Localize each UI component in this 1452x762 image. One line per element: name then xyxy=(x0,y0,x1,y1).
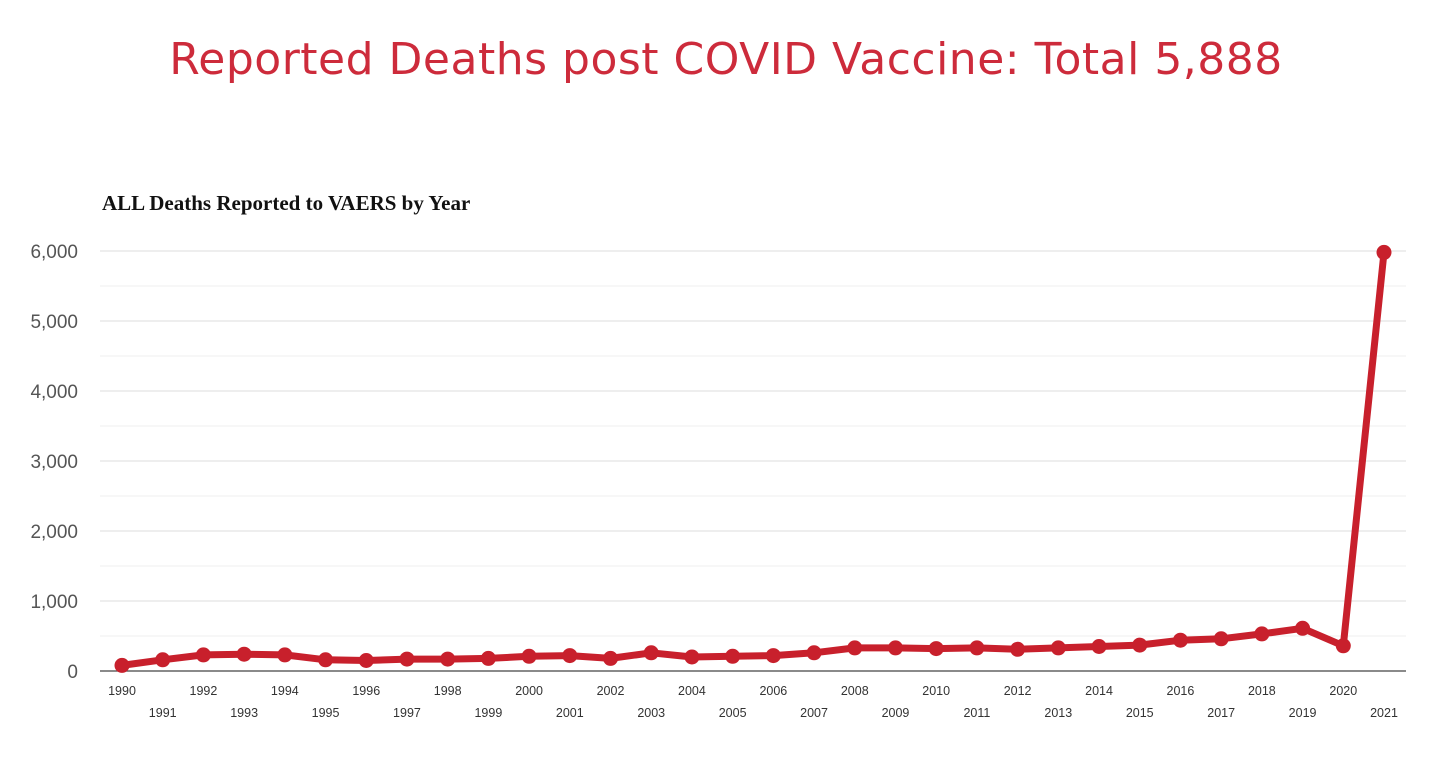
x-tick-label: 1997 xyxy=(393,706,421,720)
x-tick-label: 2016 xyxy=(1167,684,1195,698)
y-tick-label: 1,000 xyxy=(30,592,78,613)
x-tick-label: 2002 xyxy=(597,684,625,698)
y-tick-label: 2,000 xyxy=(30,522,78,543)
data-point[interactable] xyxy=(1213,631,1229,647)
data-point[interactable] xyxy=(1172,632,1188,648)
data-point[interactable] xyxy=(155,652,171,668)
x-tick-label: 2005 xyxy=(719,706,747,720)
data-point[interactable] xyxy=(1091,639,1107,654)
data-point[interactable] xyxy=(643,645,659,661)
x-tick-label: 1999 xyxy=(474,706,502,720)
y-tick-label: 3,000 xyxy=(30,452,78,473)
x-tick-label: 1998 xyxy=(434,684,462,698)
data-point[interactable] xyxy=(1010,641,1026,657)
data-point[interactable] xyxy=(928,641,944,657)
y-tick-label: 4,000 xyxy=(30,382,78,403)
data-point[interactable] xyxy=(765,648,781,664)
data-point[interactable] xyxy=(725,648,741,664)
gridlines xyxy=(100,250,1406,672)
series-deaths xyxy=(114,244,1392,673)
data-point[interactable] xyxy=(399,651,415,667)
x-tick-label: 1991 xyxy=(149,706,177,720)
x-tick-label: 2010 xyxy=(922,684,950,698)
chart-title: ALL Deaths Reported to VAERS by Year xyxy=(102,191,471,215)
data-point[interactable] xyxy=(521,648,537,664)
x-tick-label: 1990 xyxy=(108,684,136,698)
series-line xyxy=(118,248,1388,669)
x-tick-label: 2009 xyxy=(882,706,910,720)
x-tick-label: 2008 xyxy=(841,684,869,698)
data-point[interactable] xyxy=(1295,620,1311,636)
x-tick-label: 2021 xyxy=(1370,706,1398,720)
x-tick-label: 1992 xyxy=(190,684,218,698)
x-tick-label: 2017 xyxy=(1207,706,1235,720)
x-tick-label: 2012 xyxy=(1004,684,1032,698)
data-point[interactable] xyxy=(1376,244,1392,260)
x-tick-label: 2019 xyxy=(1289,706,1317,720)
data-point[interactable] xyxy=(1254,626,1270,642)
y-axis-ticks: 0 1,000 2,000 3,000 4,000 5,000 6,000 xyxy=(30,242,78,683)
page-title: Reported Deaths post COVID Vaccine: Tota… xyxy=(169,34,1283,85)
x-tick-label: 1995 xyxy=(312,706,340,720)
x-tick-label: 2013 xyxy=(1044,706,1072,720)
x-tick-label: 1996 xyxy=(352,684,380,698)
data-point[interactable] xyxy=(358,653,374,668)
x-axis-ticks: 1990 1991 1992 1993 1994 1995 1996 1997 1998 1999… xyxy=(108,684,1398,720)
data-point[interactable] xyxy=(684,649,700,665)
data-point[interactable] xyxy=(236,646,252,662)
data-point[interactable] xyxy=(1335,638,1351,654)
x-tick-label: 2007 xyxy=(800,706,828,720)
data-point[interactable] xyxy=(114,657,130,673)
data-point[interactable] xyxy=(887,640,903,656)
data-point[interactable] xyxy=(480,650,496,666)
x-tick-label: 2001 xyxy=(556,706,584,720)
data-point[interactable] xyxy=(440,651,456,667)
y-tick-label: 5,000 xyxy=(30,312,78,333)
x-tick-label: 2018 xyxy=(1248,684,1276,698)
x-tick-label: 1994 xyxy=(271,684,299,698)
data-point[interactable] xyxy=(277,647,293,663)
data-point[interactable] xyxy=(969,640,985,656)
data-point[interactable] xyxy=(562,648,578,664)
x-tick-label: 2003 xyxy=(637,706,665,720)
y-tick-label: 0 xyxy=(67,662,78,683)
data-point[interactable] xyxy=(195,647,211,663)
x-tick-label: 2015 xyxy=(1126,706,1154,720)
x-tick-label: 2004 xyxy=(678,684,706,698)
x-tick-label: 2014 xyxy=(1085,684,1113,698)
x-tick-label: 2000 xyxy=(515,684,543,698)
data-point[interactable] xyxy=(1050,640,1066,656)
data-point[interactable] xyxy=(603,650,619,666)
y-tick-label: 6,000 xyxy=(30,242,78,263)
data-point[interactable] xyxy=(318,652,334,668)
x-tick-label: 2006 xyxy=(759,684,787,698)
x-tick-label: 1993 xyxy=(230,706,258,720)
data-point[interactable] xyxy=(1132,637,1148,653)
x-tick-label: 2011 xyxy=(963,706,990,720)
x-tick-label: 2020 xyxy=(1329,684,1357,698)
data-point[interactable] xyxy=(806,645,822,661)
data-point[interactable] xyxy=(847,640,863,656)
